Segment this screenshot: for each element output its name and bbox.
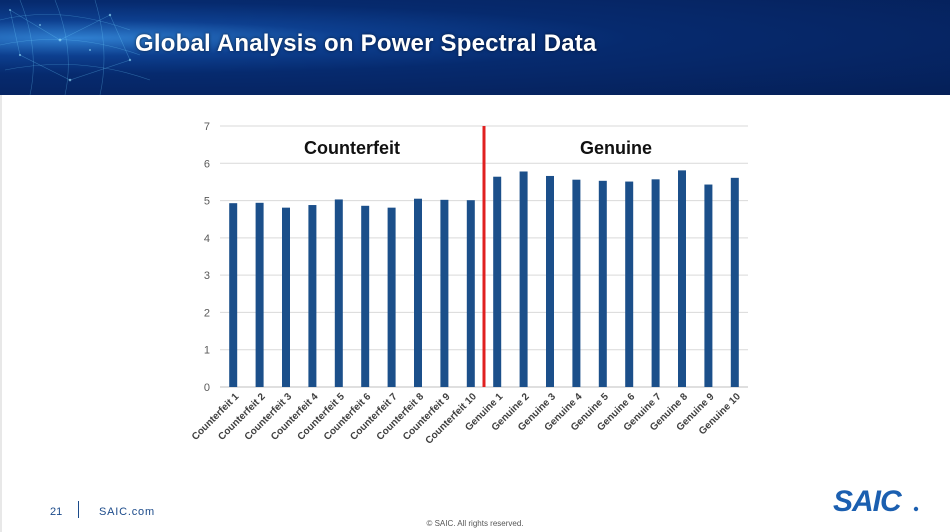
svg-text:SAIC: SAIC: [833, 485, 903, 518]
bar: [519, 171, 528, 387]
bar: [572, 179, 581, 387]
bar: [282, 207, 290, 387]
y-tick-label: 1: [204, 345, 210, 357]
y-tick-label: 0: [204, 382, 210, 394]
bar: [546, 175, 554, 387]
bar: [334, 199, 343, 387]
copyright-notice: © SAIC. All rights reserved.: [426, 519, 524, 528]
left-rule: [0, 95, 2, 532]
bar: [440, 199, 449, 387]
bar: [308, 205, 317, 387]
bar: [493, 176, 502, 387]
bar: [625, 181, 634, 387]
bar: [466, 200, 475, 387]
genuine-group-label: Genuine: [580, 138, 652, 158]
bar: [651, 179, 660, 387]
globe-network-graphic: [0, 0, 151, 95]
saic-logo: SAIC: [833, 485, 919, 518]
bar: [414, 198, 422, 387]
y-axis-ticks: 0 1 2 3 4 5 6 7: [204, 121, 210, 394]
footer-site-link[interactable]: SAIC.com: [99, 506, 155, 518]
bar: [361, 205, 370, 387]
bars: [229, 170, 739, 387]
counterfeit-group-label: Counterfeit: [304, 138, 400, 158]
y-tick-label: 3: [204, 270, 210, 282]
bar: [678, 170, 686, 387]
slide-title: Global Analysis on Power Spectral Data: [135, 30, 597, 57]
bar: [229, 203, 238, 387]
y-tick-label: 2: [204, 307, 210, 319]
bar: [255, 202, 264, 387]
y-tick-label: 6: [204, 158, 210, 170]
page-number: 21: [50, 506, 63, 518]
y-tick-label: 7: [204, 121, 210, 133]
footer-separator: [78, 501, 79, 518]
slide-header: Global Analysis on Power Spectral Data: [0, 0, 950, 95]
y-tick-label: 4: [204, 233, 210, 245]
y-tick-label: 5: [204, 196, 210, 208]
bar: [598, 180, 607, 387]
bar: [387, 207, 396, 387]
bar: [730, 177, 739, 387]
bar: [704, 184, 713, 387]
